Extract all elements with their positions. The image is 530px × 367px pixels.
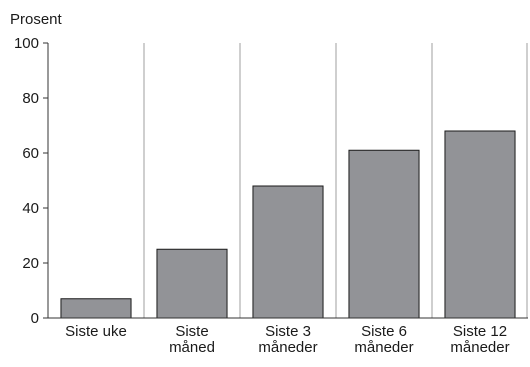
axes [43, 42, 528, 319]
grid-lines [143, 43, 528, 318]
bar-2 [252, 185, 324, 319]
x-tick-label-0: Siste uke [65, 323, 127, 340]
x-tick-label-2: Siste 3 måneder [258, 323, 317, 356]
y-tick-label: 80 [22, 90, 39, 107]
bar-4 [444, 130, 516, 319]
bar-1 [156, 248, 228, 319]
y-tick-label: 0 [31, 310, 39, 327]
x-tick-label-3: Siste 6 måneder [354, 323, 413, 356]
y-tick-label: 20 [22, 255, 39, 272]
y-tick-labels: 0 20 40 60 80 100 [14, 35, 39, 327]
bars [60, 130, 516, 319]
bar-3 [348, 149, 420, 319]
y-tick-label: 40 [22, 200, 39, 217]
y-tick-label: 60 [22, 145, 39, 162]
bar-0 [60, 298, 132, 319]
x-tick-label-1: Siste måned [169, 323, 215, 356]
x-tick-labels: Siste uke Siste måned Siste 3 måneder Siste 6… [65, 323, 509, 356]
y-axis-label: Prosent [10, 11, 63, 28]
y-tick-label: 100 [14, 35, 39, 52]
x-tick-label-4: Siste 12 måneder [450, 323, 509, 356]
